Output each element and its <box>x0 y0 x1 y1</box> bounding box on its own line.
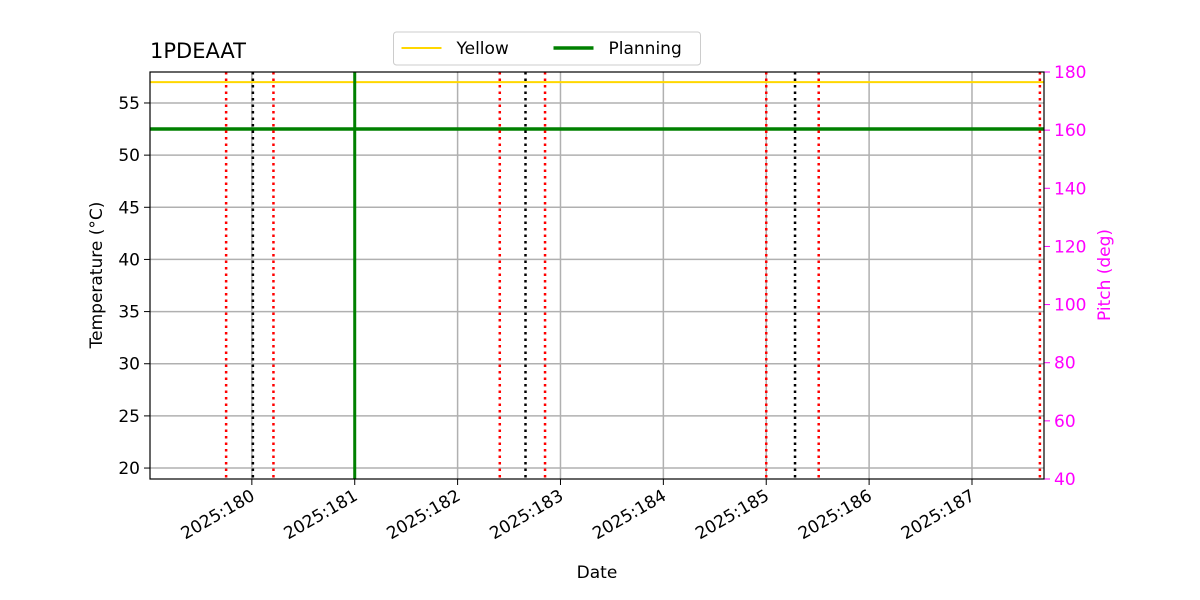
legend: Yellow Planning <box>393 31 701 66</box>
chart-title: 1PDEAAT <box>150 39 246 63</box>
plot-area <box>150 72 1044 479</box>
y2-tick-label: 180 <box>1054 63 1086 83</box>
x-axis-label: Date <box>577 563 618 583</box>
y-tick-label: 25 <box>118 407 140 427</box>
y-axis-label: Temperature (°C) <box>87 202 107 350</box>
y-tick-label: 40 <box>118 250 140 270</box>
y2-tick-label: 100 <box>1054 296 1086 316</box>
y-tick-label: 35 <box>118 303 140 323</box>
y2-tick-label: 80 <box>1054 354 1076 374</box>
legend-box <box>393 31 701 66</box>
y-tick-label: 55 <box>118 94 140 114</box>
legend-label: Planning <box>609 39 682 59</box>
y-tick-label: 20 <box>118 459 140 479</box>
y-tick-label: 30 <box>118 355 140 375</box>
y2-tick-label: 40 <box>1054 470 1076 490</box>
y-tick-label: 45 <box>118 198 140 218</box>
y2-tick-label: 60 <box>1054 412 1076 432</box>
y2-tick-label: 120 <box>1054 237 1086 257</box>
y2-axis-label: Pitch (deg) <box>1095 229 1115 321</box>
legend-label: Yellow <box>456 39 509 59</box>
y2-tick-label: 160 <box>1054 121 1086 141</box>
y2-tick-label: 140 <box>1054 179 1086 199</box>
y-tick-label: 50 <box>118 146 140 166</box>
plot-frame <box>149 71 1045 480</box>
